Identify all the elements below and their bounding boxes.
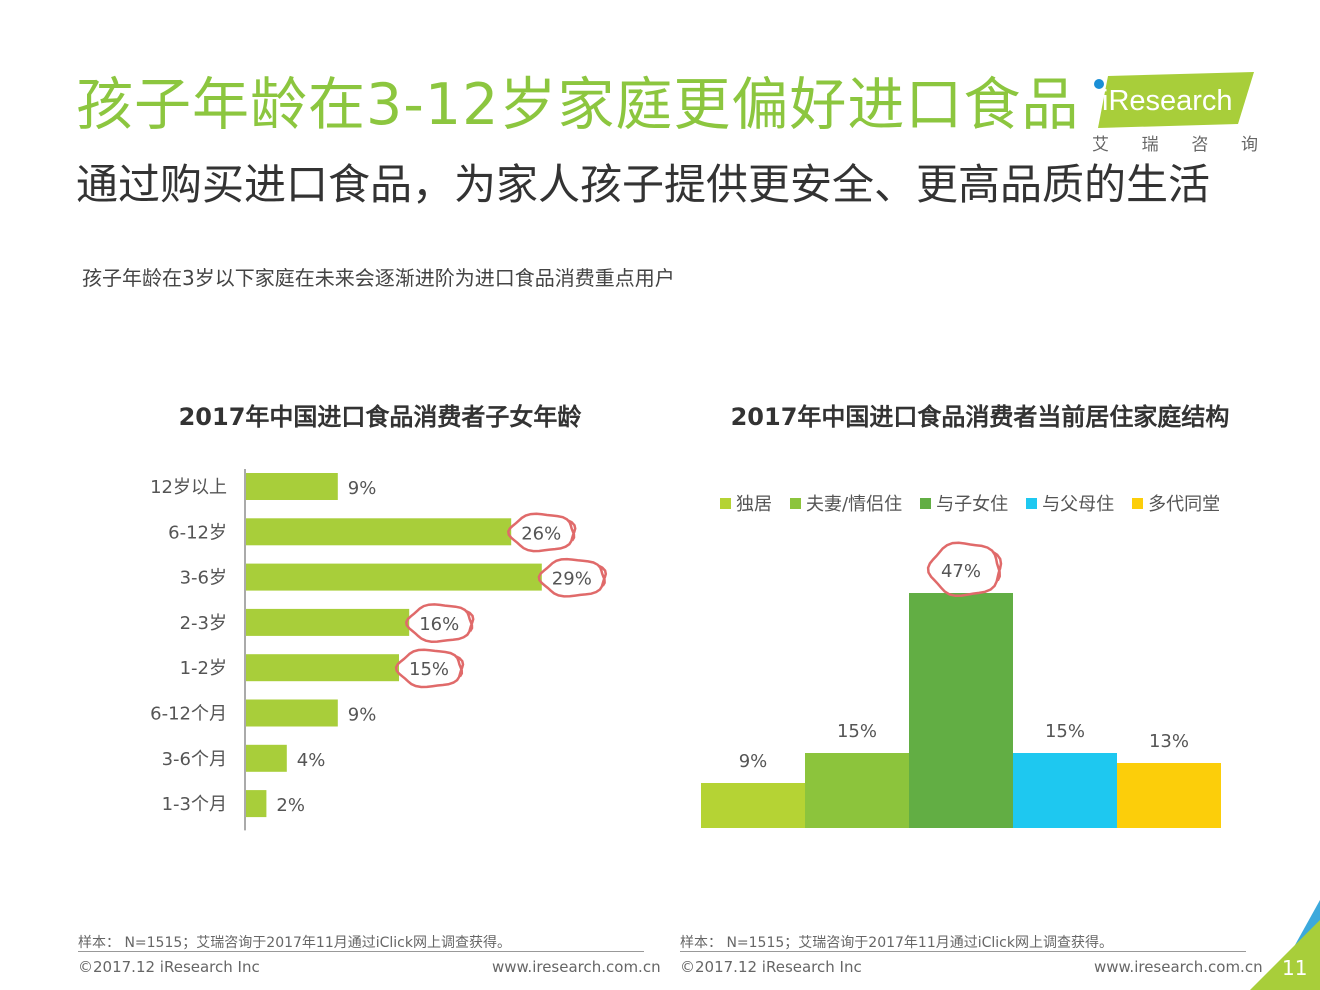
left-chart-value-label: 2% (276, 795, 305, 816)
left-chart-category-label: 1-3个月 (162, 794, 227, 815)
page-number: 11 (1282, 956, 1308, 980)
legend-swatch (1132, 497, 1144, 509)
left-chart-category-label: 3-6个月 (162, 749, 227, 770)
legend-label: 夫妻/情侣住 (806, 494, 903, 515)
right-chart-bar (701, 783, 805, 828)
left-chart-category-label: 6-12个月 (150, 704, 227, 725)
right-chart-value-label: 15% (1045, 721, 1085, 742)
footer-right-url[interactable]: www.iresearch.com.cn (1094, 958, 1263, 976)
left-chart-bar (246, 744, 287, 772)
right-chart-bar (805, 753, 909, 828)
legend-label: 与子女住 (936, 494, 1009, 515)
logo-brand: iResearch (1102, 85, 1233, 117)
legend-label: 与父母住 (1042, 494, 1115, 515)
right-chart-value-label: 47% (941, 561, 981, 582)
left-chart-highlight-circle (537, 557, 608, 598)
left-chart-category-label: 3-6岁 (180, 568, 227, 589)
legend-item: 夫妻/情侣住 (790, 490, 902, 516)
left-chart-bar (246, 699, 338, 727)
left-chart-value-label: 26% (521, 523, 561, 544)
left-chart-bar (246, 563, 542, 591)
footer-left-url[interactable]: www.iresearch.com.cn (492, 958, 661, 976)
left-chart-category-label: 6-12岁 (168, 522, 227, 543)
left-chart-category-label: 2-3岁 (180, 613, 227, 634)
logo-cn: 艾 瑞 咨 询 (1092, 130, 1258, 155)
left-chart-highlight-circle (405, 603, 475, 643)
left-chart-bar (246, 608, 410, 636)
corner-decoration (1250, 900, 1320, 990)
left-chart-value-label: 9% (348, 705, 377, 726)
iresearch-logo: iResearch (1094, 72, 1254, 128)
logo-cn-char: 瑞 (1141, 135, 1159, 155)
legend-swatch (1026, 497, 1038, 509)
footer-left-divider (78, 951, 644, 952)
right-chart-highlight-circle (926, 541, 1003, 598)
left-chart-value-label: 16% (419, 614, 459, 635)
legend-swatch (720, 497, 731, 509)
left-chart-title: 2017年中国进口食品消费者子女年龄 (178, 403, 582, 431)
left-chart-bar (246, 790, 267, 818)
right-chart-bar (1013, 753, 1117, 828)
legend-swatch (920, 497, 932, 509)
right-chart-bar (1117, 763, 1221, 828)
left-chart-value-label: 9% (348, 478, 377, 499)
logo-cn-char: 艾 (1092, 135, 1109, 155)
left-chart-bar (246, 473, 338, 500)
right-chart-bar (909, 593, 1013, 828)
left-chart-value-label: 15% (409, 659, 449, 680)
legend-item: 与父母住 (1026, 490, 1114, 516)
logo-cn-char: 询 (1240, 135, 1258, 155)
right-chart-value-label: 15% (837, 721, 877, 742)
footer-right-copyright: ©2017.12 iResearch Inc (680, 958, 862, 976)
legend-swatch (790, 497, 801, 509)
legend-label: 独居 (736, 494, 772, 515)
left-chart-highlight-circle (507, 512, 577, 553)
left-chart-value-label: 4% (297, 750, 326, 771)
left-chart-category-label: 12岁以上 (150, 477, 227, 498)
left-chart-category-label: 1-2岁 (180, 658, 227, 679)
right-chart-value-label: 13% (1149, 731, 1189, 752)
logo-cn-char: 咨 (1191, 135, 1209, 155)
footer-left-source: 样本： N=1515；艾瑞咨询于2017年11月通过iClick网上调查获得。 (78, 935, 511, 951)
left-chart-highlight-circle (394, 648, 465, 689)
page-title: 孩子年龄在3-12岁家庭更偏好进口食品 (76, 72, 1080, 138)
left-chart-value-label: 29% (552, 569, 592, 590)
left-chart-bar (246, 518, 512, 546)
footer-right-divider (680, 951, 1246, 952)
legend-label: 多代同堂 (1148, 494, 1221, 515)
left-chart-bar (246, 654, 399, 682)
page-subtitle: 通过购买进口食品，为家人孩子提供更安全、更高品质的生活 (76, 160, 1211, 209)
legend-item: 与子女住 (920, 490, 1008, 516)
legend-item: 多代同堂 (1132, 490, 1220, 516)
legend-item: 独居 (720, 490, 772, 516)
page-note: 孩子年龄在3岁以下家庭在未来会逐渐进阶为进口食品消费重点用户 (82, 266, 675, 290)
footer-left-copyright: ©2017.12 iResearch Inc (78, 958, 260, 976)
right-chart-legend: 独居 夫妻/情侣住 与子女住 与父母住 多代同堂 (720, 490, 1220, 516)
footer-right-source: 样本： N=1515；艾瑞咨询于2017年11月通过iClick网上调查获得。 (680, 935, 1113, 951)
right-chart-value-label: 9% (739, 751, 768, 772)
right-chart-title: 2017年中国进口食品消费者当前居住家庭结构 (730, 403, 1230, 431)
